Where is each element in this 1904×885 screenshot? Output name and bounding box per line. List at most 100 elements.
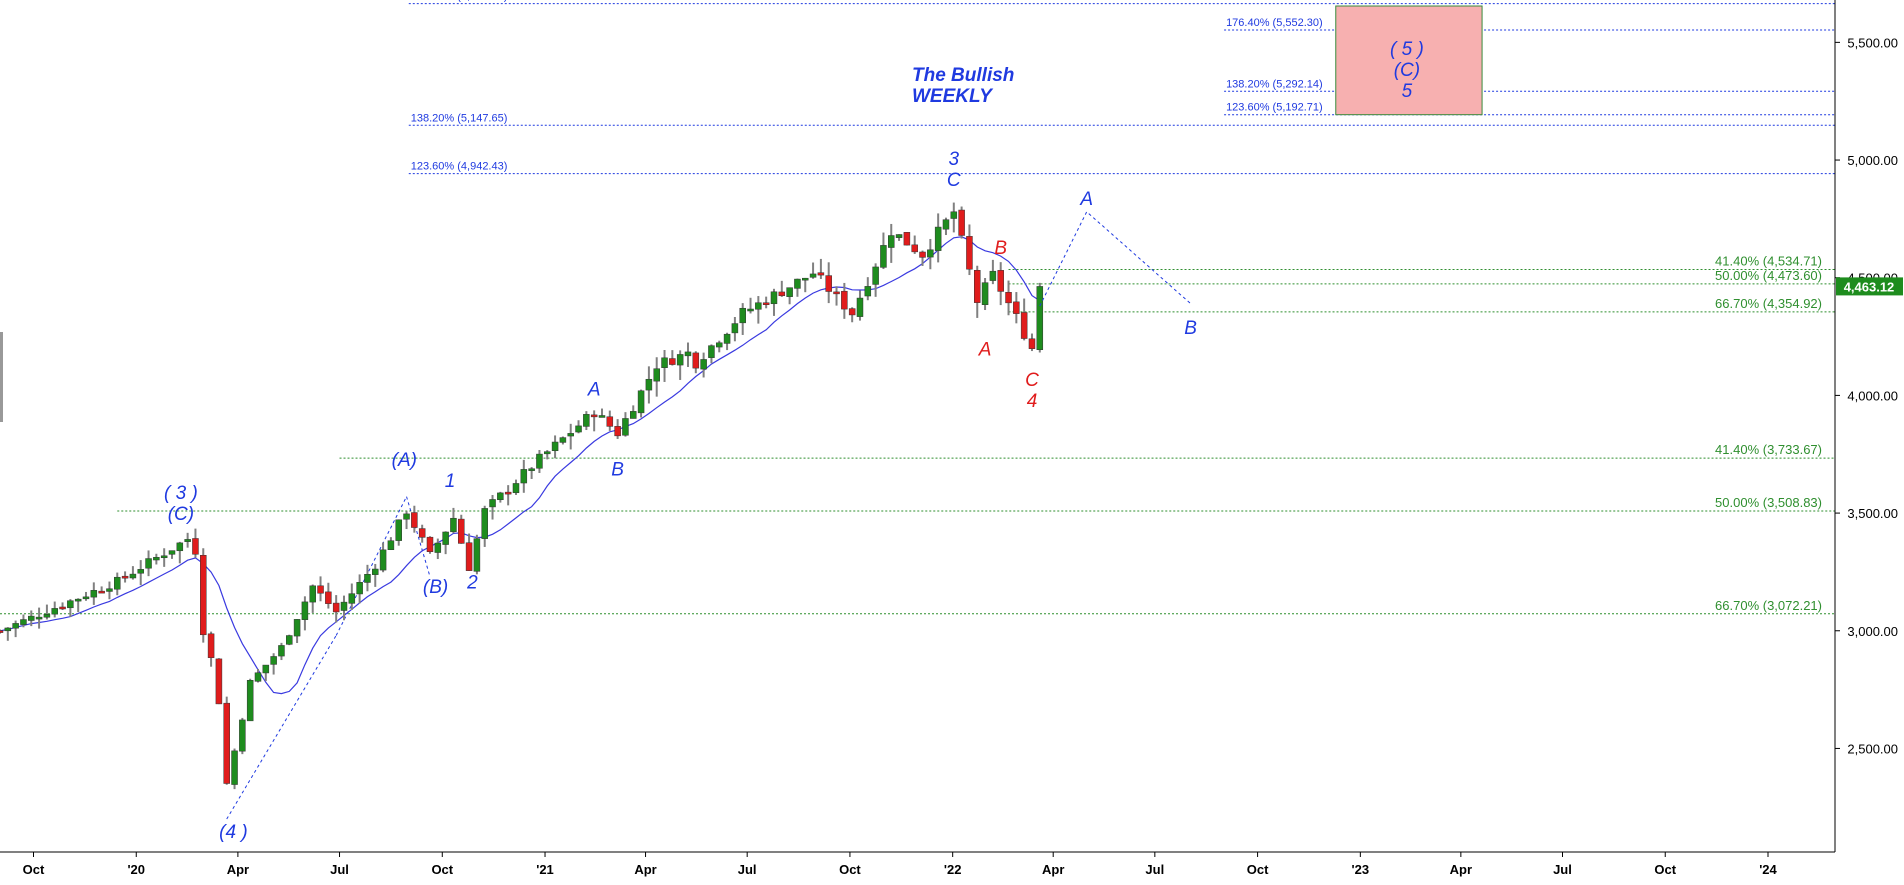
candle-body [504, 491, 512, 495]
x-tick-label: '23 [1352, 862, 1370, 877]
candle-body [458, 518, 465, 544]
candle-body [864, 286, 872, 297]
title-line: The Bullish [912, 65, 1014, 86]
wave-label: (4 ) [219, 822, 248, 843]
candle-body [1020, 312, 1028, 339]
candle-body [82, 596, 90, 600]
candle-body [755, 302, 762, 310]
candle-body [418, 528, 426, 538]
fib-label: 66.70% (3,072.21) [1715, 598, 1822, 613]
candle-body [848, 308, 856, 316]
candle-body [895, 234, 903, 238]
target-label: 5 [1402, 81, 1413, 102]
projection-line [1039, 210, 1191, 307]
fib-label: 41.40% (4,534.71) [1715, 254, 1822, 269]
candle-body [1028, 338, 1036, 349]
candle-body [364, 574, 371, 583]
candle-body [551, 441, 559, 452]
candle-body [153, 557, 160, 561]
candle-body [387, 540, 395, 550]
candle-body [614, 426, 621, 437]
wave-label: 4 [1027, 391, 1038, 412]
x-tick-label: Jul [1145, 862, 1164, 877]
candle-body [598, 415, 606, 418]
candle-body [645, 378, 653, 391]
x-tick-label: Apr [1042, 862, 1064, 877]
candle-body [114, 576, 121, 590]
candle-body [145, 558, 152, 569]
candle-body [739, 307, 746, 324]
candle-body [340, 601, 348, 611]
candle-body [278, 645, 285, 657]
candle-body [473, 538, 481, 572]
candle-body [262, 664, 270, 674]
fib-label: 50.00% (3,508.83) [1715, 495, 1822, 510]
x-tick-label: Jul [738, 862, 757, 877]
candle-body [74, 598, 82, 602]
wave-label: (C) [168, 504, 194, 525]
candle-body [1005, 292, 1012, 304]
wave-label: (A) [392, 450, 417, 471]
wave-label: 2 [466, 572, 478, 593]
candle-body [520, 469, 528, 484]
candle-body [442, 531, 449, 545]
candle-body [676, 354, 684, 366]
candle-body [192, 538, 199, 555]
fib-label: 123.60% (5,192.71) [1226, 102, 1323, 114]
candle-body [309, 585, 316, 603]
candle-body [184, 539, 191, 542]
candle-body [121, 575, 129, 579]
candle-body [348, 593, 356, 604]
y-tick-label: 5,500.00 [1847, 35, 1898, 50]
fib-label: 138.20% (5,292.14) [1226, 78, 1323, 90]
candle-body [106, 588, 113, 592]
candle-body [536, 453, 543, 469]
candle-body [880, 245, 887, 268]
candle-body [692, 352, 700, 369]
candle-body [254, 672, 262, 682]
wave-label: ( 3 ) [164, 483, 198, 504]
candle-body [512, 483, 520, 494]
candle-body [481, 508, 488, 539]
wave-label: C [1025, 370, 1039, 391]
trendline [335, 496, 407, 636]
fib-label: 41.40% (3,733.67) [1715, 442, 1822, 457]
candle-body [12, 623, 19, 629]
candle-body [317, 585, 324, 594]
candle-body [215, 658, 223, 705]
candle-body [708, 345, 715, 358]
candle-body [137, 569, 144, 574]
candle-body [28, 615, 35, 621]
x-tick-label: Apr [227, 862, 249, 877]
x-tick-label: Jul [330, 862, 349, 877]
candle-body [762, 302, 770, 305]
x-tick-label: '21 [536, 862, 554, 877]
candle-body [911, 244, 918, 253]
left-edge-marker [0, 332, 3, 422]
candle-body [231, 750, 238, 785]
candle-body [223, 702, 230, 784]
candle-body [544, 451, 551, 455]
candle-body [395, 519, 402, 541]
candle-body [942, 219, 950, 230]
moving-average-line [0, 236, 1041, 695]
candle-body [809, 273, 817, 278]
candle-body [270, 656, 277, 665]
candle-body [426, 536, 434, 553]
candle-body [411, 512, 418, 528]
wave-label: B [611, 459, 624, 480]
candle-body [465, 542, 473, 571]
candle-body [684, 351, 692, 357]
candle-body [927, 249, 934, 258]
candle-body [67, 600, 74, 609]
candle-body [856, 297, 864, 317]
candle-body [90, 590, 98, 598]
candle-body [450, 517, 457, 533]
candle-body [59, 606, 66, 610]
candle-body [778, 291, 786, 297]
y-tick-label: 5,000.00 [1847, 153, 1898, 168]
candle-body [770, 291, 778, 305]
fib-label: 66.70% (4,354.92) [1715, 296, 1822, 311]
